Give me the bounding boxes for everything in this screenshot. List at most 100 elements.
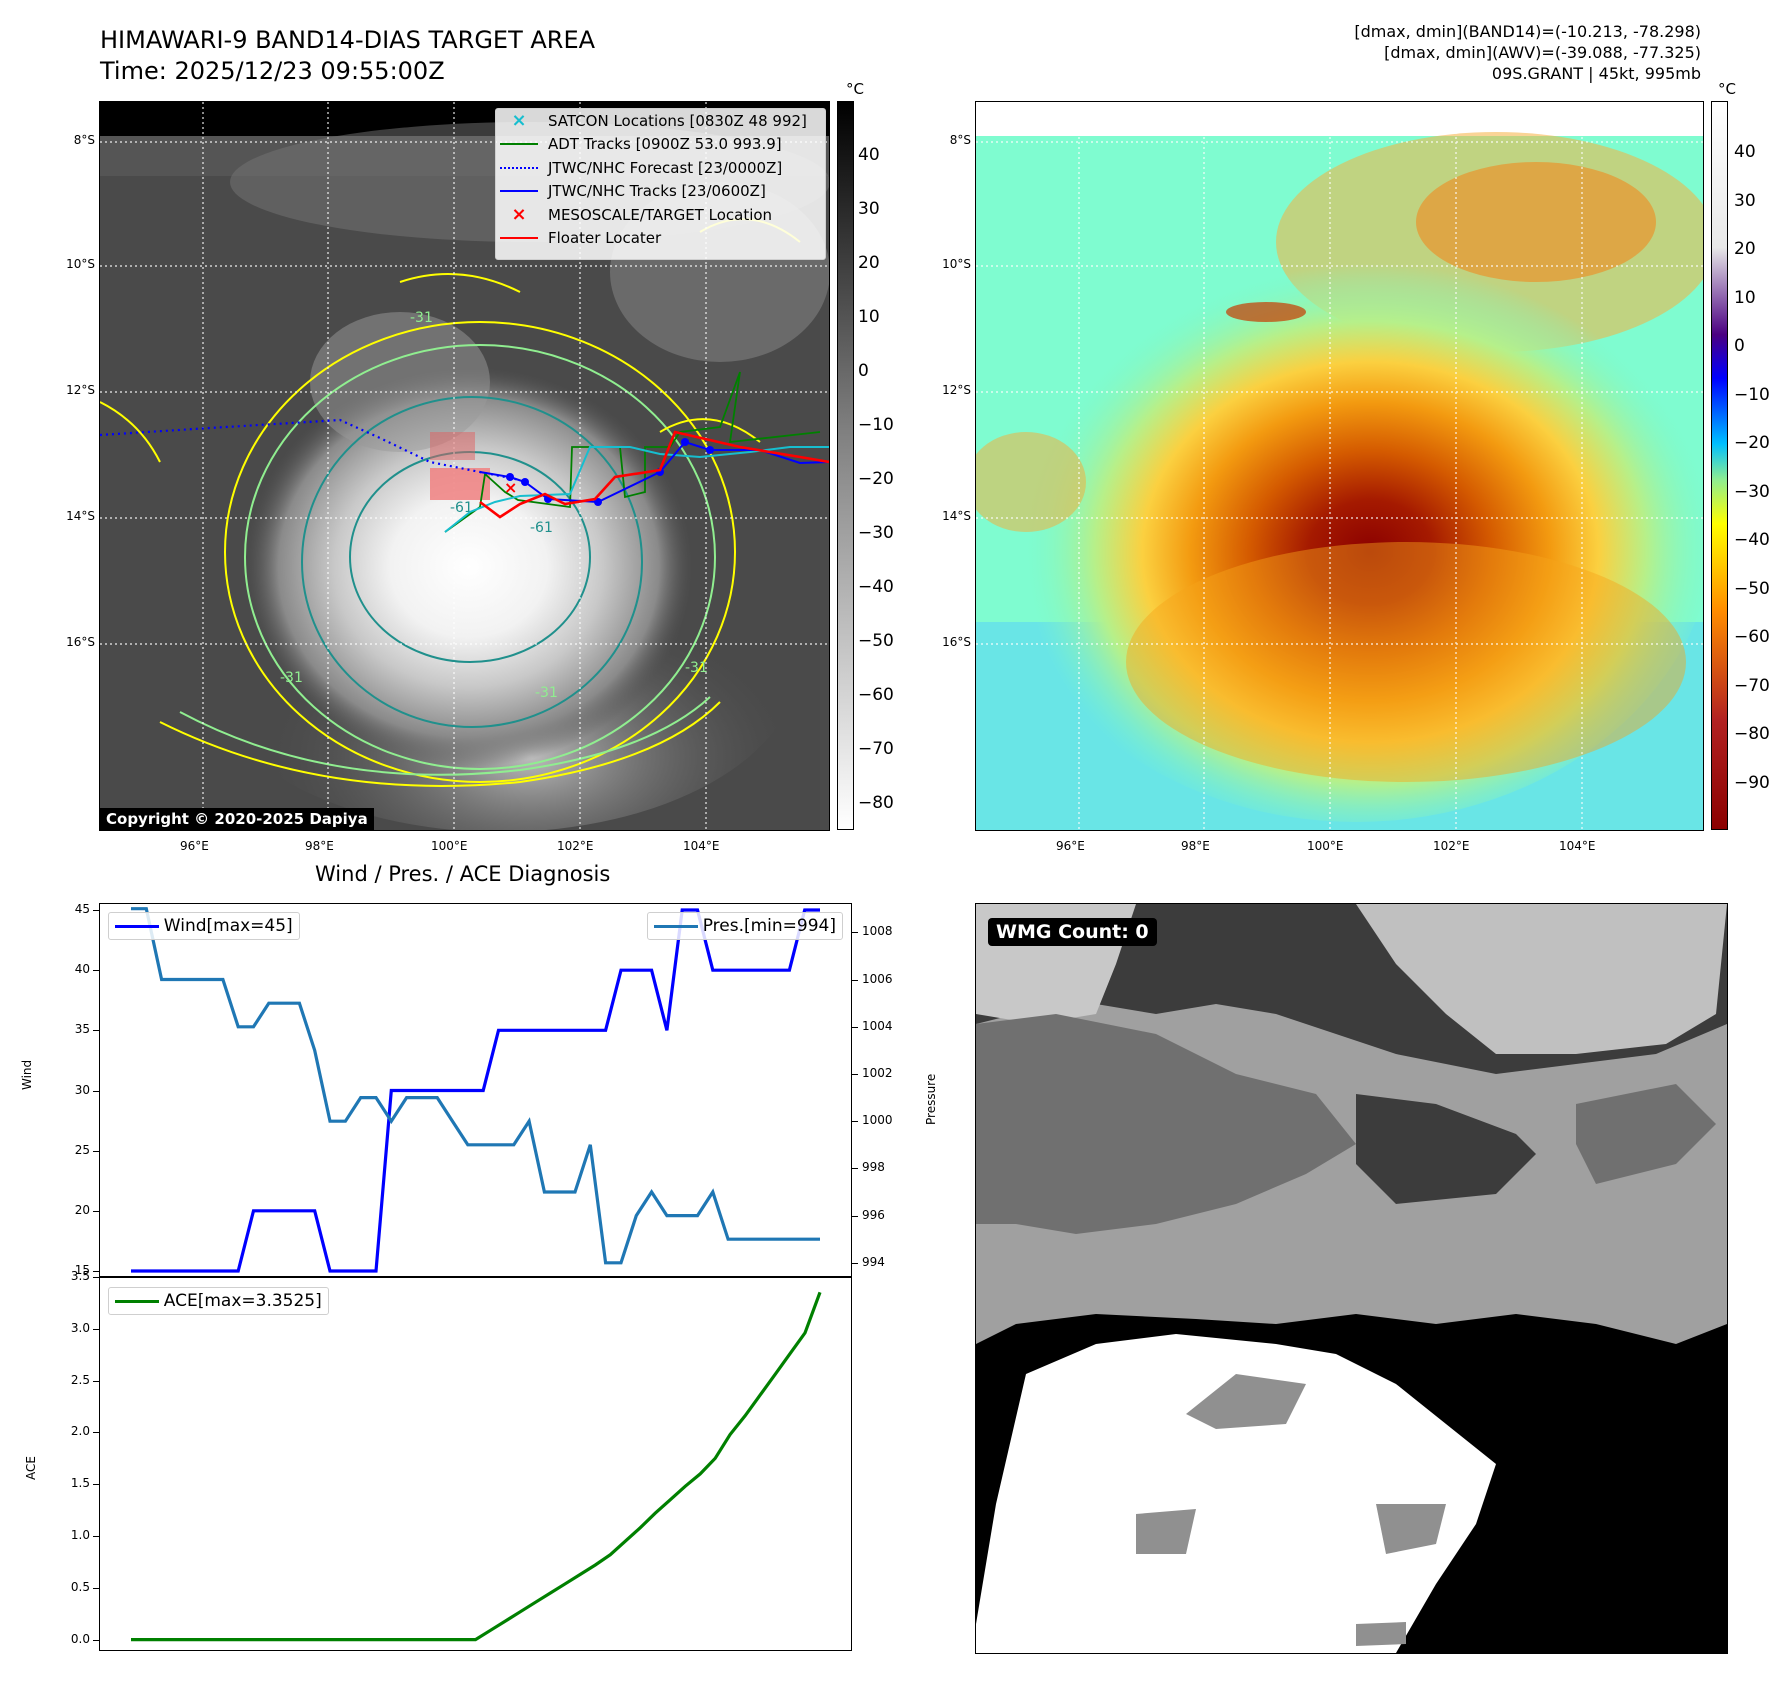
y-tick-label: 1.0 xyxy=(70,1528,90,1543)
colorbar-tick-label: 0 xyxy=(858,361,869,381)
y-tick-label: 0.0 xyxy=(70,1631,90,1646)
colorbar-tick-label: 30 xyxy=(858,199,880,219)
pressure-legend-label: Pres.[min=994] xyxy=(702,916,836,936)
lat-tick-label: 12°S xyxy=(942,383,971,397)
wind-ylabel: Wind xyxy=(20,1059,34,1090)
diagnosis-title: Wind / Pres. / ACE Diagnosis xyxy=(315,862,611,886)
wmg-count-badge: WMG Count: 0 xyxy=(988,918,1157,946)
y-tick-mark xyxy=(93,910,99,912)
y-tick-mark xyxy=(93,1432,99,1434)
legend-label: ADT Tracks [0900Z 53.0 993.9] xyxy=(548,135,782,154)
y-tick-mark xyxy=(93,1030,99,1032)
mesoscale-marker: × xyxy=(504,478,517,497)
y-tick-label: 994 xyxy=(862,1254,885,1269)
y-tick-label: 2.0 xyxy=(70,1424,90,1439)
mesoscale-box-upper xyxy=(430,432,475,460)
lon-tick-label: 96°E xyxy=(1056,839,1085,853)
pressure-ylabel: Pressure xyxy=(924,1073,938,1125)
y-tick-mark xyxy=(93,1277,99,1278)
pressure-legend: Pres.[min=994] xyxy=(646,912,843,940)
satcon-track xyxy=(444,446,829,533)
y-tick-mark xyxy=(93,1536,99,1538)
wind-pressure-panel: Wind[max=45] Pres.[min=994] xyxy=(99,903,852,1278)
y-tick-label: 0.5 xyxy=(70,1579,90,1594)
lon-tick-label: 98°E xyxy=(305,839,334,853)
colorbar-tick-label: −30 xyxy=(858,523,894,543)
storm-info: 09S.GRANT | 45kt, 995mb xyxy=(1491,64,1701,83)
y-tick-label: 30 xyxy=(74,1082,90,1097)
contour-label: -61 xyxy=(530,520,553,536)
y-tick-mark xyxy=(852,1168,858,1170)
lat-tick-label: 14°S xyxy=(66,509,95,523)
y-tick-mark xyxy=(93,1639,99,1641)
ace-legend: ACE[max=3.3525] xyxy=(108,1287,329,1315)
colorbar-tick-label: −80 xyxy=(1734,724,1770,744)
y-tick-mark xyxy=(93,1587,99,1589)
figure-title: HIMAWARI-9 BAND14-DIAS TARGET AREA xyxy=(100,26,596,54)
colorbar-tick-label: −50 xyxy=(858,631,894,651)
legend-label: MESOSCALE/TARGET Location xyxy=(548,205,773,224)
ace-legend-label: ACE[max=3.3525] xyxy=(163,1291,322,1311)
legend-swatch xyxy=(500,237,538,240)
lat-tick-label: 12°S xyxy=(66,383,95,397)
wmg-image xyxy=(976,904,1727,1653)
y-tick-mark xyxy=(852,932,858,934)
y-tick-label: 1.5 xyxy=(70,1476,90,1491)
mesoscale-box xyxy=(430,468,490,500)
legend-entry: Floater Locater xyxy=(496,227,825,251)
legend-entry: JTWC/NHC Tracks [23/0600Z] xyxy=(496,180,825,204)
colorbar-tick-label: 40 xyxy=(858,145,880,165)
y-tick-label: 20 xyxy=(74,1202,90,1217)
ir-colorbar xyxy=(837,101,854,830)
colorbar-tick-label: 20 xyxy=(1734,239,1756,259)
ace-ylabel: ACE xyxy=(24,1456,38,1480)
colorbar-tick-label: 20 xyxy=(858,253,880,273)
colorbar-tick-label: −10 xyxy=(858,415,894,435)
lon-tick-label: 98°E xyxy=(1181,839,1210,853)
legend-label: Floater Locater xyxy=(548,229,662,248)
legend-label: JTWC/NHC Forecast [23/0000Z] xyxy=(548,158,783,177)
color-map-panel xyxy=(975,101,1704,831)
color-map xyxy=(976,102,1703,830)
colorbar-tick-label: 0 xyxy=(1734,336,1745,356)
lat-tick-label: 10°S xyxy=(66,257,95,271)
ir-map-legend: × SATCON Locations [0830Z 48 992] ADT Trac… xyxy=(495,108,826,260)
wind-legend: Wind[max=45] xyxy=(108,912,300,940)
lat-tick-label: 16°S xyxy=(66,635,95,649)
pressure-series-line xyxy=(131,907,820,1265)
floater-track xyxy=(479,430,829,519)
y-tick-mark xyxy=(852,1215,858,1217)
colorbar-tick-label: −90 xyxy=(1734,772,1770,793)
ace-panel: ACE[max=3.3525] xyxy=(99,1276,852,1651)
ir-map-panel: -31 -31 -31 -61 -61 -31 × × SATCON Locati… xyxy=(99,101,830,831)
y-tick-mark xyxy=(93,970,99,972)
y-tick-mark xyxy=(93,1328,99,1330)
lat-tick-label: 8°S xyxy=(73,133,95,147)
legend-swatch: × xyxy=(511,110,527,132)
copyright-badge: Copyright © 2020-2025 Dapiya xyxy=(100,808,374,830)
y-tick-label: 1002 xyxy=(862,1065,893,1080)
lat-tick-label: 14°S xyxy=(942,509,971,523)
legend-entry: × MESOSCALE/TARGET Location xyxy=(496,203,825,227)
colorbar-tick-label: −20 xyxy=(1734,433,1770,453)
lon-tick-label: 102°E xyxy=(557,839,594,853)
y-tick-label: 996 xyxy=(862,1207,885,1222)
colorbar-tick-label: −70 xyxy=(858,739,894,759)
colorbar-tick-label: −40 xyxy=(858,577,894,597)
y-tick-mark xyxy=(852,1121,858,1123)
y-tick-label: 35 xyxy=(74,1022,90,1037)
y-tick-mark xyxy=(93,1380,99,1382)
lat-tick-label: 16°S xyxy=(942,635,971,649)
legend-swatch xyxy=(500,190,538,193)
y-tick-label: 25 xyxy=(74,1142,90,1157)
colorbar-tick-label: 10 xyxy=(858,307,880,327)
y-tick-label: 1000 xyxy=(862,1113,893,1128)
colorbar-tick-label: −20 xyxy=(858,469,894,489)
lon-tick-label: 100°E xyxy=(1307,839,1344,853)
stats-band14: [dmax, dmin](BAND14)=(-10.213, -78.298) xyxy=(1354,22,1701,41)
stats-awv: [dmax, dmin](AWV)=(-39.088, -77.325) xyxy=(1384,43,1701,62)
contour-label: -31 xyxy=(280,670,303,686)
adt-track xyxy=(444,371,821,533)
y-tick-label: 45 xyxy=(74,902,90,917)
colorbar-tick-label: −60 xyxy=(1734,627,1770,647)
